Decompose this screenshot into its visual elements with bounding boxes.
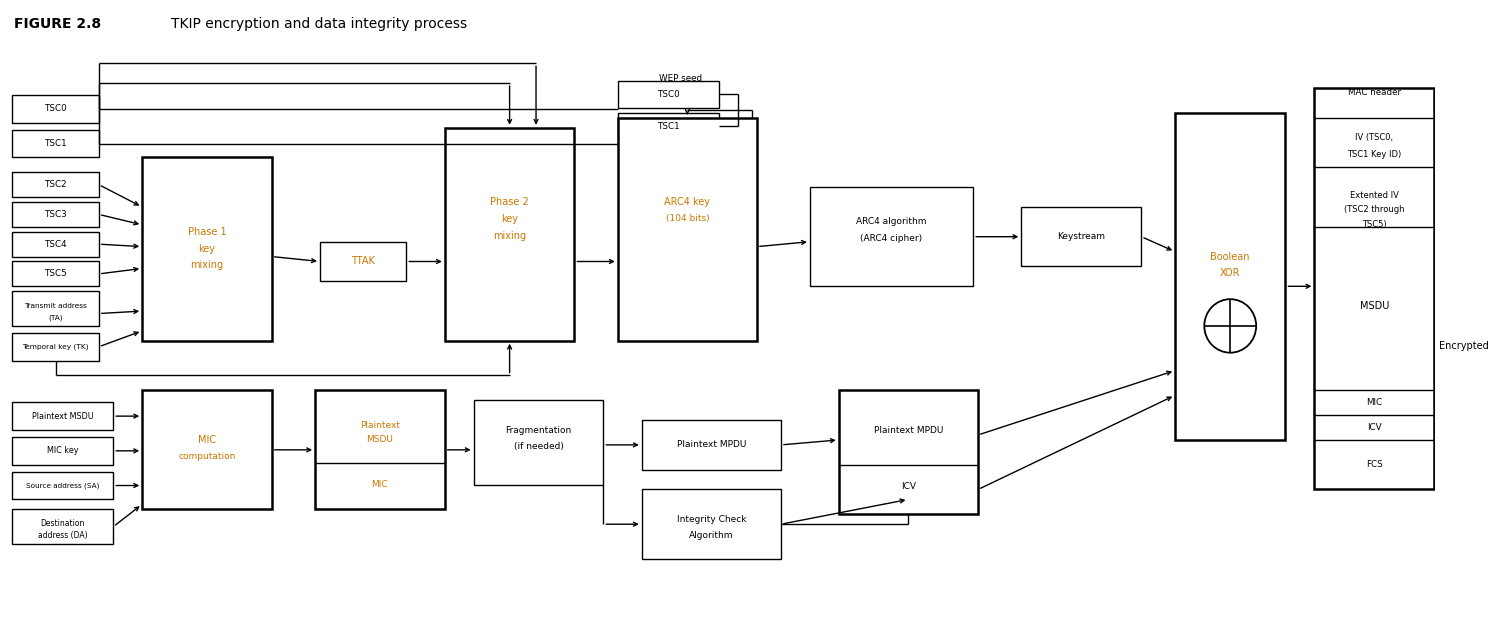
FancyBboxPatch shape <box>617 81 719 108</box>
FancyBboxPatch shape <box>1175 113 1285 440</box>
Text: Boolean: Boolean <box>1211 252 1249 261</box>
Text: (TSC2 through: (TSC2 through <box>1343 205 1405 214</box>
FancyBboxPatch shape <box>12 509 113 544</box>
FancyBboxPatch shape <box>12 437 113 465</box>
Text: key: key <box>198 244 216 254</box>
Text: ICV: ICV <box>1367 422 1382 432</box>
FancyBboxPatch shape <box>1021 207 1141 266</box>
Text: Destination: Destination <box>40 519 85 528</box>
Text: FCS: FCS <box>1366 460 1382 469</box>
Text: MIC: MIC <box>1366 398 1382 407</box>
Text: mixing: mixing <box>494 231 526 240</box>
FancyBboxPatch shape <box>641 490 781 559</box>
Text: MIC key: MIC key <box>48 446 79 455</box>
Text: Temporal key (TK): Temporal key (TK) <box>22 343 89 350</box>
Text: (if needed): (if needed) <box>513 443 564 452</box>
FancyBboxPatch shape <box>12 202 98 227</box>
FancyBboxPatch shape <box>315 391 444 509</box>
Text: Keystream: Keystream <box>1057 232 1105 241</box>
Text: key: key <box>501 214 517 224</box>
Text: TSC1: TSC1 <box>658 121 680 130</box>
Text: MSDU: MSDU <box>367 436 394 445</box>
Text: TSC0: TSC0 <box>45 104 67 113</box>
Text: TSC1: TSC1 <box>45 139 67 148</box>
FancyBboxPatch shape <box>12 472 113 499</box>
Text: TTAK: TTAK <box>352 256 376 266</box>
FancyBboxPatch shape <box>839 391 978 515</box>
FancyBboxPatch shape <box>12 402 113 430</box>
Text: (TA): (TA) <box>48 315 63 321</box>
Text: Extented IV: Extented IV <box>1349 191 1399 200</box>
Text: MIC: MIC <box>371 480 388 489</box>
Text: Source address (SA): Source address (SA) <box>27 482 100 489</box>
Text: MIC: MIC <box>198 435 216 445</box>
Text: Algorithm: Algorithm <box>689 530 734 539</box>
FancyBboxPatch shape <box>142 158 271 341</box>
Text: Plaintext MPDU: Plaintext MPDU <box>874 425 942 434</box>
Text: Plaintext MPDU: Plaintext MPDU <box>677 440 746 450</box>
Text: IV (TSC0,: IV (TSC0, <box>1355 133 1394 142</box>
Text: address (DA): address (DA) <box>37 530 88 539</box>
Text: TSC1 Key ID): TSC1 Key ID) <box>1348 150 1402 159</box>
Text: FIGURE 2.8: FIGURE 2.8 <box>15 17 101 31</box>
Text: MSDU: MSDU <box>1360 301 1390 311</box>
Text: computation: computation <box>179 452 236 461</box>
Text: Encrypted: Encrypted <box>1439 341 1490 351</box>
Text: ICV: ICV <box>901 482 915 491</box>
Text: TSC3: TSC3 <box>45 210 67 219</box>
Text: TKIP encryption and data integrity process: TKIP encryption and data integrity proce… <box>171 17 467 31</box>
Text: WEP seed: WEP seed <box>659 74 702 83</box>
FancyBboxPatch shape <box>321 242 407 281</box>
FancyBboxPatch shape <box>1314 88 1434 490</box>
Text: Integrity Check: Integrity Check <box>677 515 746 523</box>
Text: (104 bits): (104 bits) <box>665 214 710 223</box>
Text: TSC2: TSC2 <box>45 180 67 189</box>
Text: Phase 2: Phase 2 <box>491 197 529 207</box>
Text: mixing: mixing <box>191 261 224 270</box>
FancyBboxPatch shape <box>641 420 781 469</box>
Text: TSC5): TSC5) <box>1363 220 1387 230</box>
Text: TSC0: TSC0 <box>656 90 680 99</box>
FancyBboxPatch shape <box>617 113 719 139</box>
Text: Transmit address: Transmit address <box>24 303 86 309</box>
Text: XOR: XOR <box>1220 268 1241 279</box>
Text: ARC4 key: ARC4 key <box>665 197 710 207</box>
FancyBboxPatch shape <box>12 95 98 123</box>
FancyBboxPatch shape <box>617 118 757 341</box>
FancyBboxPatch shape <box>12 232 98 256</box>
Text: Fragmentation: Fragmentation <box>505 425 571 434</box>
Text: (ARC4 cipher): (ARC4 cipher) <box>860 234 923 243</box>
Text: Plaintext MSDU: Plaintext MSDU <box>31 411 94 420</box>
FancyBboxPatch shape <box>474 400 604 485</box>
FancyBboxPatch shape <box>12 291 98 326</box>
FancyBboxPatch shape <box>12 333 98 361</box>
FancyBboxPatch shape <box>444 128 574 341</box>
FancyBboxPatch shape <box>142 391 271 509</box>
FancyBboxPatch shape <box>12 261 98 286</box>
Text: TSC4: TSC4 <box>45 240 67 249</box>
Text: Phase 1: Phase 1 <box>188 227 227 237</box>
Text: ARC4 algorithm: ARC4 algorithm <box>856 218 927 226</box>
FancyBboxPatch shape <box>12 130 98 158</box>
FancyBboxPatch shape <box>810 187 974 286</box>
Text: TSC5: TSC5 <box>45 270 67 279</box>
Text: Plaintext: Plaintext <box>359 420 400 429</box>
FancyBboxPatch shape <box>12 172 98 197</box>
Text: MAC header: MAC header <box>1348 88 1402 97</box>
